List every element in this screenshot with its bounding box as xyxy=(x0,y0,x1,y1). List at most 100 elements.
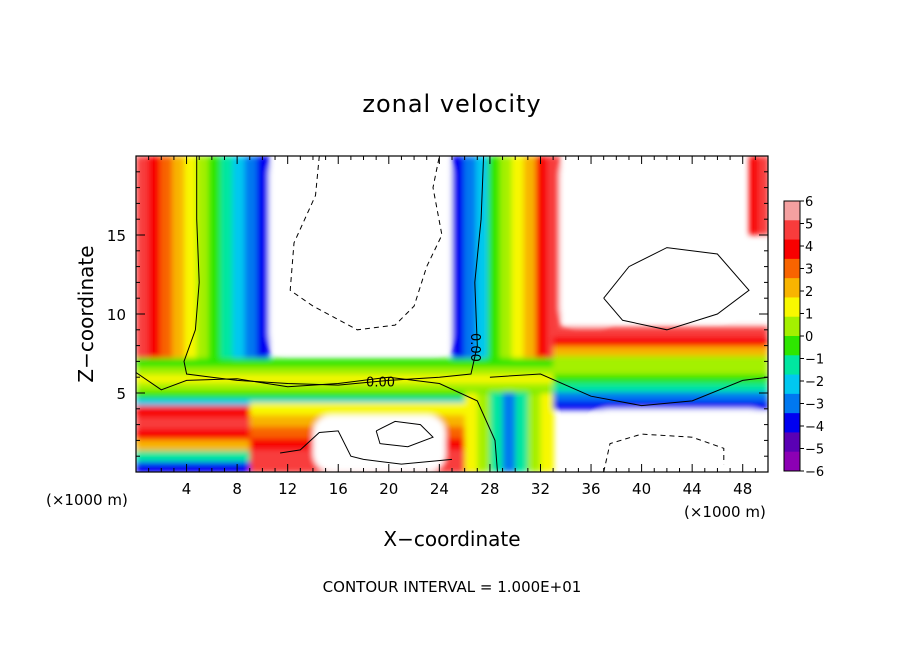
right-lower-layer-band-49 xyxy=(553,399,768,410)
mid-column-band-19 xyxy=(547,156,561,370)
x-tick-label: 8 xyxy=(232,480,242,498)
white-region-4 xyxy=(559,156,617,327)
lower-column-band-42 xyxy=(515,393,529,472)
colorbar-swatch xyxy=(784,451,800,472)
colorbar-label: 6 xyxy=(805,195,813,210)
right-layer-band-48 xyxy=(553,326,768,338)
right-lower-layer-band-50 xyxy=(553,391,768,401)
x-tick-label: 12 xyxy=(278,480,297,498)
left-jet-band-1 xyxy=(148,156,162,370)
contour-left-vertical xyxy=(183,156,485,386)
x-unit-label-right: (×1000 m) xyxy=(684,503,766,521)
right-layer-band-47 xyxy=(553,336,768,347)
mid-column-band-13 xyxy=(475,156,489,370)
contour-lower-loop-b xyxy=(280,430,453,465)
left-jet-band-4 xyxy=(184,156,198,370)
colorbar-swatch xyxy=(784,239,800,260)
mid-column-band-15 xyxy=(499,156,513,370)
colorbar-label: −5 xyxy=(805,443,824,458)
colorbar-label: 3 xyxy=(805,263,813,278)
right-lower-layer-band-52 xyxy=(553,373,768,384)
colorbar-label: 1 xyxy=(805,308,813,323)
lower-arch-band-37 xyxy=(249,402,478,416)
colorbar-label: 5 xyxy=(805,218,813,233)
mid-layer-band-25 xyxy=(136,358,768,368)
x-tick-label: 32 xyxy=(531,480,550,498)
contour-interval-note: CONTOUR INTERVAL = 1.000E+01 xyxy=(322,578,582,596)
left-jet-band-2 xyxy=(160,156,174,370)
colorbar-label: −6 xyxy=(805,465,824,480)
plot-frame xyxy=(135,155,769,473)
mid-layer-band-23 xyxy=(136,374,768,383)
x-tick-label: 20 xyxy=(379,480,398,498)
mid-layer-band-20 xyxy=(136,397,768,407)
y-tick-label: 5 xyxy=(116,385,126,403)
mid-column-band-16 xyxy=(511,156,525,370)
x-axis-label: X−coordinate xyxy=(383,527,521,551)
right-edge-band-55 xyxy=(758,156,768,235)
right-edge-band-54 xyxy=(749,156,760,235)
mid-layer-band-22 xyxy=(136,381,768,391)
lower-column-band-43 xyxy=(527,393,542,472)
mid-column-band-17 xyxy=(523,156,537,370)
white-region-0 xyxy=(268,156,452,352)
y-tick-label: 10 xyxy=(107,306,126,324)
colorbar-swatch xyxy=(784,393,800,414)
mid-layer-band-24 xyxy=(136,366,768,376)
colorbar-swatch xyxy=(784,258,800,279)
colorbar-swatch xyxy=(784,432,800,453)
colorbar-label: 2 xyxy=(805,285,813,300)
contour-lower-loop-a xyxy=(375,420,434,448)
y-axis-label: Z−coordinate xyxy=(74,245,98,383)
x-tick-label: 44 xyxy=(683,480,702,498)
contour-label-vertical: 0.00 xyxy=(467,333,482,362)
mid-column-band-14 xyxy=(487,156,501,370)
colorbar-swatch xyxy=(784,201,800,221)
colorbar-swatch xyxy=(784,278,800,298)
colorbar-swatch xyxy=(784,220,800,241)
mid-layer-band-21 xyxy=(136,389,768,399)
left-jet-band-0 xyxy=(136,156,150,370)
mid-column-band-18 xyxy=(535,156,549,370)
mid-column-band-11 xyxy=(452,156,465,370)
x-tick-label: 28 xyxy=(480,480,499,498)
right-lower-layer-band-51 xyxy=(553,382,768,393)
left-jet-band-6 xyxy=(208,156,222,370)
x-tick-label: 40 xyxy=(632,480,651,498)
left-jet-band-9 xyxy=(244,156,258,370)
lower-column-band-41 xyxy=(502,393,517,472)
colorbar-swatch xyxy=(784,413,800,433)
contour-right-layer xyxy=(489,373,768,407)
colorbar: 6 5 4 3 2 1 0 −1 −2 −3 −4 −5 −6 xyxy=(783,195,824,480)
x-tick-label: 48 xyxy=(733,480,752,498)
contour-label-horizontal: 0.00 xyxy=(366,376,395,391)
left-jet-band-3 xyxy=(172,156,186,370)
colorbar-swatch xyxy=(784,355,800,376)
x-tick-label: 16 xyxy=(329,480,348,498)
contour-dashed-lower-right xyxy=(603,433,725,472)
right-lower-layer-band-53 xyxy=(553,364,768,375)
white-region-2 xyxy=(312,415,446,472)
colorbar-label: −1 xyxy=(805,353,824,368)
mid-column-band-12 xyxy=(463,156,477,370)
left-jet-band-5 xyxy=(196,156,210,370)
colorbar-label: 0 xyxy=(805,330,813,345)
lower-column-band-39 xyxy=(477,393,491,472)
left-jet-band-7 xyxy=(220,156,234,370)
x-tick-label: 36 xyxy=(581,480,600,498)
colorbar-swatch xyxy=(784,374,800,395)
lower-column-band-38 xyxy=(464,393,479,472)
colorbar-swatch xyxy=(784,297,800,318)
contour-lower-middle xyxy=(136,372,498,472)
right-layer-band-46 xyxy=(553,345,768,357)
contour-lines: 0.00 0.00 xyxy=(136,156,768,472)
velocity-field xyxy=(136,156,768,472)
left-jet-band-10 xyxy=(256,156,270,370)
contour-right-loop xyxy=(603,247,750,331)
x-tick-label: 24 xyxy=(430,480,449,498)
right-layer-band-45 xyxy=(553,355,768,366)
lower-left-band-26 xyxy=(136,460,288,472)
colorbar-swatch xyxy=(784,336,800,356)
colorbar-label: −3 xyxy=(805,398,824,413)
